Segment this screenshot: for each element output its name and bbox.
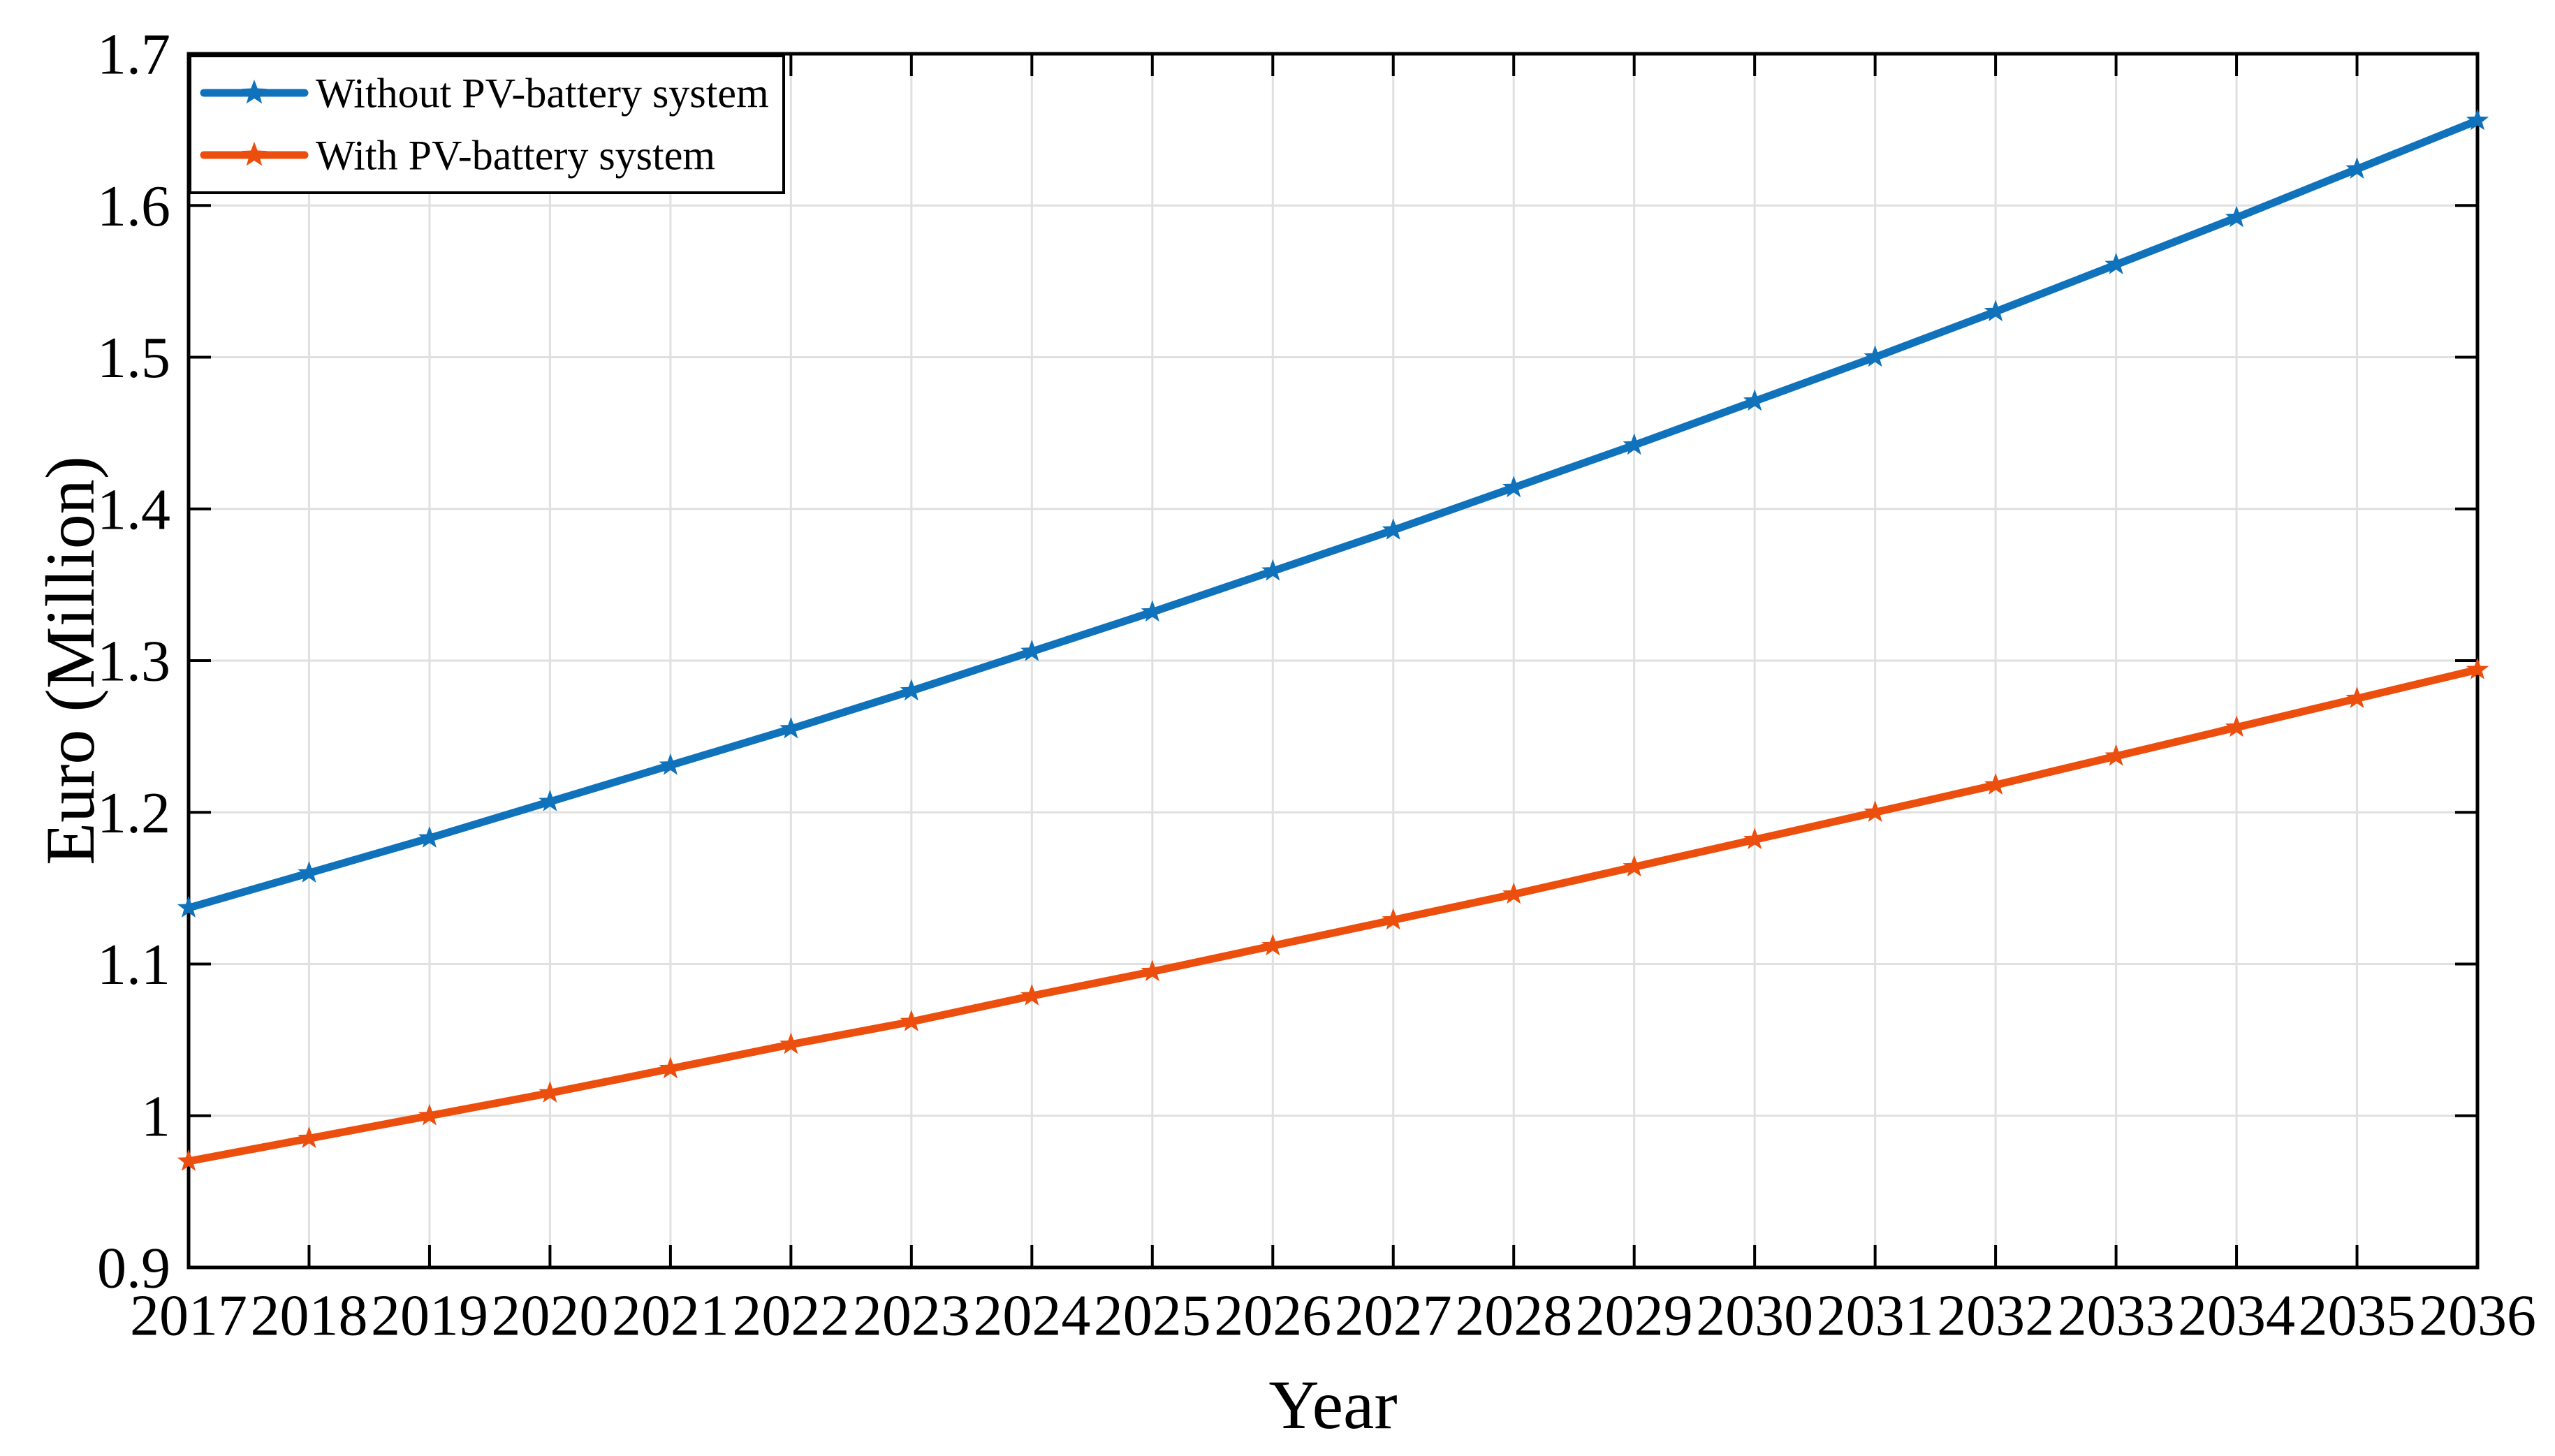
- series-marker-0: [418, 826, 441, 848]
- series-marker-1: [2466, 658, 2489, 679]
- x-tick-label: 2022: [732, 1283, 849, 1348]
- y-tick-label: 0.9: [97, 1236, 170, 1301]
- series-marker-0: [1382, 518, 1405, 540]
- x-tick-label: 2023: [853, 1283, 970, 1348]
- series-marker-1: [1623, 855, 1646, 877]
- y-axis-label: Euro (Million): [31, 456, 109, 865]
- x-tick-label: 2031: [1817, 1283, 1934, 1348]
- y-tick-label: 1.4: [97, 477, 170, 542]
- series-marker-1: [900, 1010, 923, 1031]
- series-marker-1: [659, 1057, 682, 1079]
- x-tick-label: 2036: [2419, 1283, 2536, 1348]
- legend-marker-1: [241, 142, 268, 166]
- legend-marker-0: [241, 80, 268, 104]
- y-tick-label: 1: [141, 1084, 170, 1149]
- series-marker-0: [1984, 300, 2007, 322]
- series-marker-0: [1743, 389, 1766, 411]
- y-tick-label: 1.6: [97, 174, 170, 239]
- series-marker-1: [418, 1103, 441, 1126]
- x-tick-label: 2021: [612, 1283, 729, 1348]
- series-line-1: [184, 666, 2482, 1165]
- y-tick-label: 1.2: [97, 781, 170, 846]
- series-marker-0: [177, 896, 200, 918]
- x-tick-label: 2018: [250, 1283, 367, 1348]
- y-tick-label: 1.5: [97, 325, 170, 390]
- legend-label-1: With PV-battery system: [316, 132, 715, 178]
- x-tick-label: 2019: [371, 1283, 488, 1348]
- x-tick-label: 2033: [2058, 1283, 2175, 1348]
- series-marker-1: [779, 1032, 803, 1054]
- series-marker-1: [1382, 908, 1405, 930]
- series-marker-0: [779, 716, 803, 739]
- series-marker-0: [659, 753, 682, 775]
- y-tick-label: 1.1: [97, 932, 170, 997]
- x-axis-label: Year: [1268, 1366, 1397, 1443]
- x-tick-label: 2027: [1335, 1283, 1452, 1348]
- series-marker-1: [2225, 715, 2248, 737]
- series-marker-0: [539, 790, 562, 811]
- series-marker-0: [2345, 157, 2369, 179]
- x-tick-label: 2030: [1696, 1283, 1813, 1348]
- y-tick-label: 1.7: [97, 22, 170, 87]
- x-tick-label: 2017: [130, 1283, 247, 1348]
- series-marker-0: [2466, 108, 2489, 131]
- series-marker-1: [1502, 882, 1525, 904]
- series-marker-0: [2104, 253, 2128, 274]
- series-marker-0: [1020, 640, 1044, 661]
- x-tick-label: 2020: [491, 1283, 608, 1348]
- x-tick-label: 2035: [2299, 1283, 2416, 1348]
- series-marker-0: [1864, 345, 1887, 367]
- x-tick-label: 2032: [1937, 1283, 2054, 1348]
- legend-box: [189, 54, 785, 194]
- x-tick-label: 2024: [973, 1283, 1090, 1348]
- legend-label-0: Without PV-battery system: [316, 70, 769, 116]
- series-marker-1: [1743, 828, 1766, 850]
- x-tick-label: 2034: [2178, 1283, 2295, 1348]
- series-marker-0: [1623, 433, 1646, 455]
- series-marker-0: [900, 679, 923, 701]
- series-marker-0: [2225, 205, 2248, 228]
- series-marker-1: [177, 1149, 200, 1171]
- y-tick-label: 1.3: [97, 629, 170, 694]
- series-marker-1: [298, 1126, 321, 1149]
- x-tick-label: 2028: [1455, 1283, 1572, 1348]
- series-marker-1: [2345, 686, 2369, 709]
- series-marker-0: [1141, 600, 1164, 622]
- series-line-0: [184, 117, 2482, 912]
- series-marker-0: [298, 861, 321, 883]
- series-marker-1: [1984, 773, 2007, 795]
- series-marker-0: [1502, 476, 1525, 498]
- series-marker-1: [2104, 744, 2128, 766]
- series-marker-1: [1020, 984, 1044, 1006]
- series-marker-0: [1261, 559, 1284, 581]
- series-marker-1: [1261, 934, 1284, 956]
- series-marker-1: [1141, 959, 1164, 982]
- x-tick-label: 2026: [1214, 1283, 1331, 1348]
- series-marker-1: [539, 1081, 562, 1103]
- x-tick-label: 2025: [1094, 1283, 1211, 1348]
- series-marker-1: [1864, 800, 1887, 822]
- x-tick-label: 2029: [1576, 1283, 1693, 1348]
